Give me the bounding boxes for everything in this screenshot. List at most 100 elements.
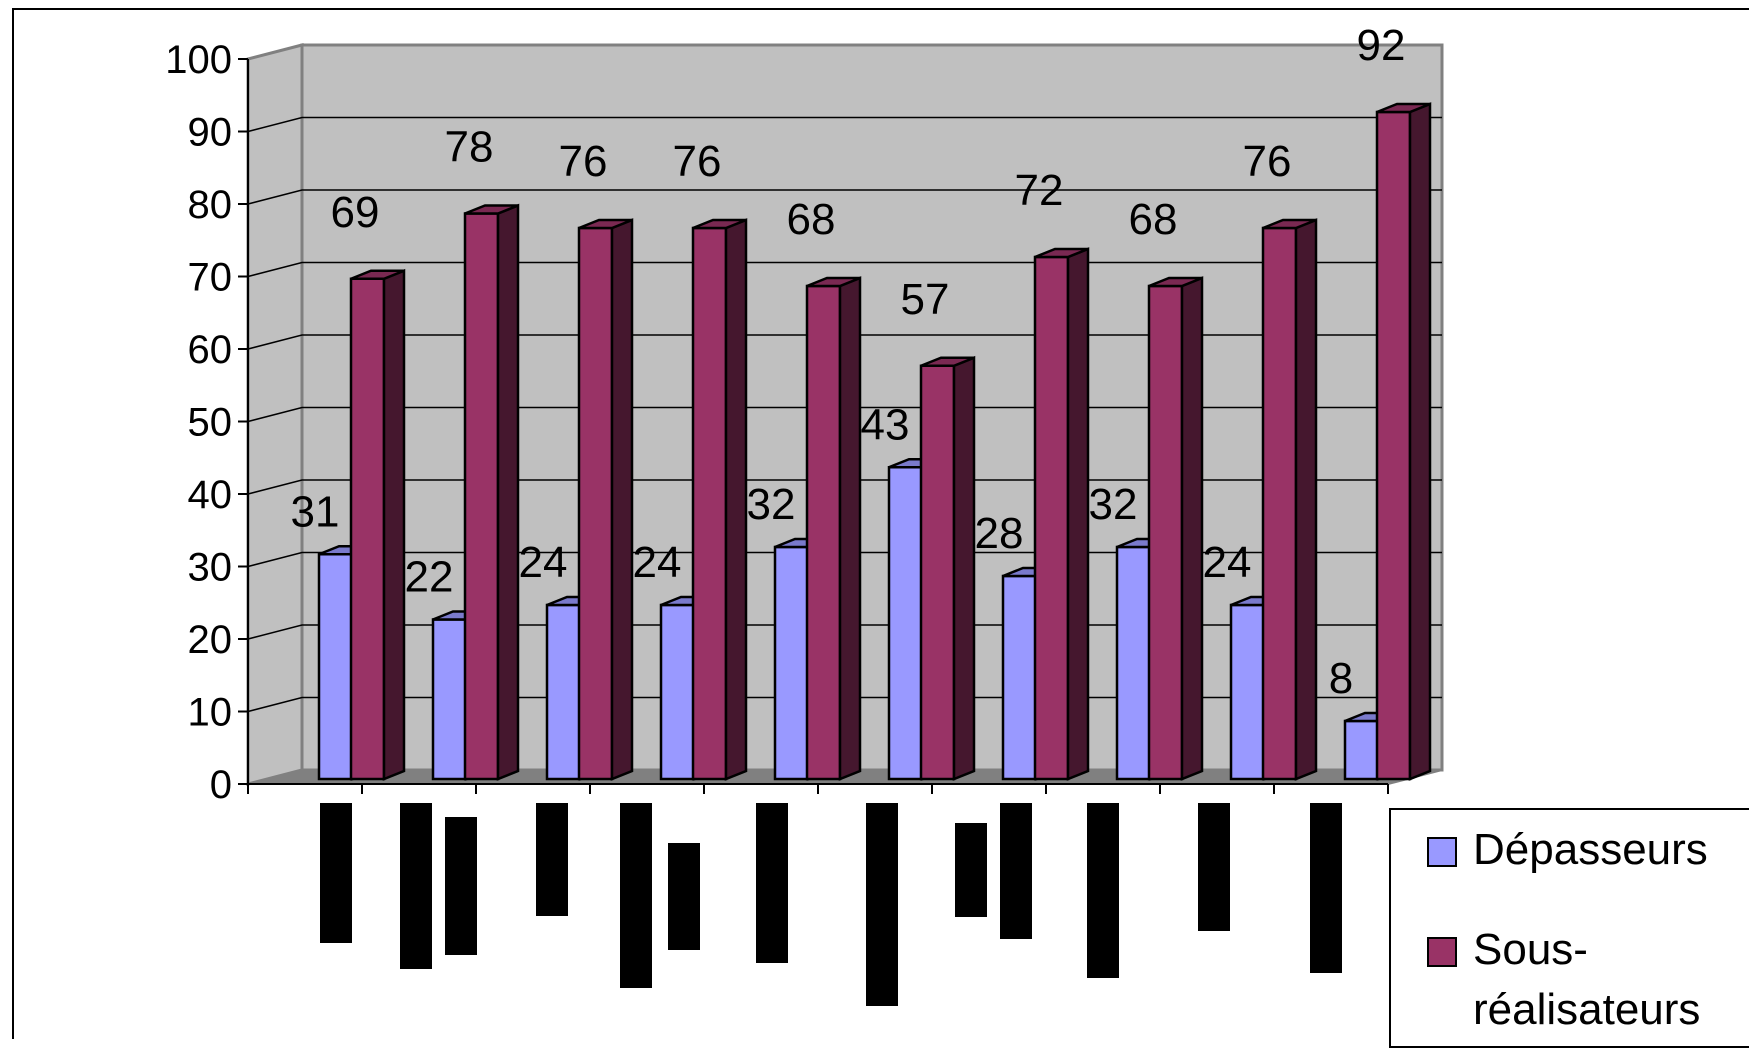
bar-front	[463, 212, 500, 781]
redaction-block	[756, 803, 788, 963]
redaction-block	[866, 803, 898, 1006]
bars	[317, 102, 1432, 781]
data-label: 32	[747, 480, 796, 529]
bar-sous-realisateurs	[1147, 276, 1204, 781]
y-tick-label: 60	[188, 328, 233, 372]
bar-sous-realisateurs	[463, 203, 520, 781]
y-tick-label: 30	[188, 546, 233, 590]
data-label: 24	[519, 538, 568, 587]
legend-label-sous-realisateurs: Sous- réalisateurs	[1473, 925, 1701, 1034]
redaction-block	[1000, 803, 1032, 939]
data-label: 68	[1129, 195, 1178, 244]
data-label: 72	[1015, 166, 1064, 215]
redaction-block	[445, 817, 477, 955]
legend-swatch-sous-realisateurs	[1427, 937, 1457, 967]
bar-sous-realisateurs	[1033, 247, 1090, 781]
data-label: 22	[405, 553, 454, 602]
bar-front	[1375, 110, 1412, 781]
y-tick-label: 40	[188, 473, 233, 517]
legend-label-depasseurs: Dépasseurs	[1473, 825, 1708, 874]
bar-front	[545, 603, 582, 781]
bar-front	[919, 364, 956, 781]
bar-front	[1033, 255, 1070, 781]
bar-side	[1294, 218, 1318, 781]
bar-front	[659, 603, 696, 781]
bar-side	[496, 203, 520, 781]
bar-side	[724, 218, 748, 781]
data-label: 28	[975, 509, 1024, 558]
bar-front	[1147, 284, 1184, 781]
bar-side	[952, 355, 976, 781]
bar-front	[887, 466, 924, 781]
bar-top	[806, 276, 861, 288]
bar-side	[1408, 102, 1432, 781]
redaction-block	[955, 823, 987, 917]
data-label: 24	[1203, 538, 1252, 587]
bar-sous-realisateurs	[1375, 102, 1432, 781]
bar-sous-realisateurs	[805, 276, 862, 781]
bar-front	[1343, 719, 1380, 781]
bar-top	[464, 204, 519, 215]
y-tick-label: 100	[165, 38, 232, 82]
bar-sous-realisateurs	[691, 218, 748, 781]
y-tick-label: 50	[188, 401, 233, 445]
redaction-block	[1198, 803, 1230, 931]
bar-top	[350, 269, 405, 280]
bar-sous-realisateurs	[577, 218, 634, 781]
bar-sous-realisateurs	[919, 355, 976, 781]
bar-sous-realisateurs	[1261, 218, 1318, 781]
y-tick-label: 0	[210, 763, 232, 807]
bar-front	[691, 226, 728, 781]
bar-top	[1262, 218, 1317, 230]
legend-swatch-depasseurs	[1427, 837, 1457, 867]
legend-item-depasseurs: Dépasseurs	[1427, 820, 1749, 880]
redaction-block	[536, 803, 568, 916]
redaction-block	[320, 803, 352, 943]
bar-side	[1180, 276, 1204, 781]
chart-frame	[12, 8, 1749, 1039]
bar-front	[773, 545, 810, 781]
y-tick-label: 90	[188, 111, 233, 155]
data-label: 8	[1329, 654, 1353, 703]
redaction-block	[400, 803, 432, 969]
bar-side	[610, 218, 634, 781]
bar-side	[838, 276, 862, 781]
y-tick-label: 70	[188, 256, 233, 300]
data-label: 43	[861, 400, 910, 449]
bar-front	[805, 284, 842, 781]
y-tick-label: 80	[188, 183, 233, 227]
legend-item-sous-realisateurs: Sous- réalisateurs	[1427, 920, 1749, 1040]
data-label: 68	[787, 195, 836, 244]
data-labels: 31 69 22 78 24 76 24 76 32 68 43 57 28 72 32 68 24 76 8 92	[291, 21, 1406, 703]
data-label: 76	[673, 137, 722, 186]
redaction-block	[1310, 803, 1342, 973]
data-label: 24	[633, 538, 682, 587]
bar-front	[317, 553, 354, 781]
bar-front	[577, 226, 614, 781]
data-label: 92	[1357, 21, 1406, 70]
legend: Dépasseurs Sous- réalisateurs	[1389, 808, 1749, 1048]
y-tick-label: 10	[188, 691, 233, 735]
y-axis: 0 10 20 30 40 50 60 70 80 90 100	[165, 38, 1389, 807]
redaction-block	[668, 843, 700, 950]
bar-top	[1376, 102, 1431, 114]
data-label: 69	[331, 188, 380, 237]
redaction-block	[620, 803, 652, 988]
bar-sous-realisateurs	[349, 268, 406, 781]
category-labels-redacted	[320, 803, 1342, 1006]
gridline	[247, 189, 1442, 205]
data-label: 76	[559, 137, 608, 186]
bar-side	[382, 268, 406, 781]
data-label: 78	[445, 123, 494, 172]
data-label: 57	[901, 275, 950, 324]
bar-front	[349, 277, 386, 781]
bar-front	[1229, 603, 1266, 781]
gridline	[247, 116, 1442, 133]
bar-top	[1148, 276, 1203, 288]
data-label: 32	[1089, 480, 1138, 529]
bar-top	[578, 218, 633, 230]
bar-front	[431, 618, 468, 781]
redaction-block	[1087, 803, 1119, 978]
bar-front	[1001, 574, 1038, 781]
